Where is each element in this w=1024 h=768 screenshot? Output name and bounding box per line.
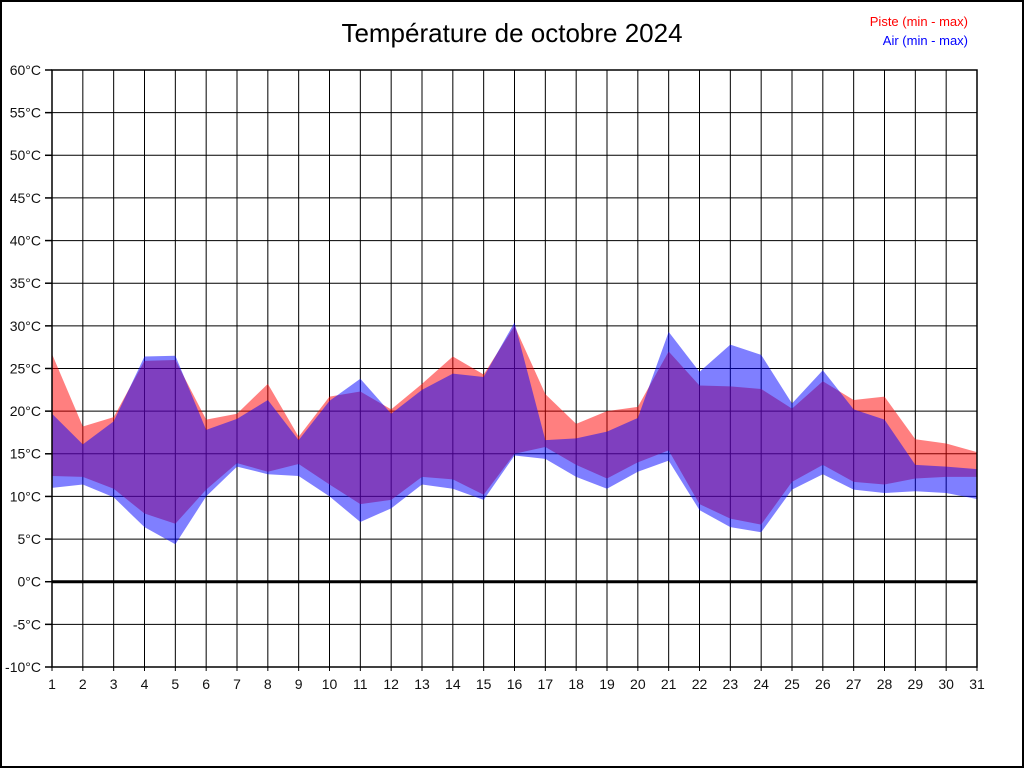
x-axis-label: 3 (110, 676, 118, 692)
y-axis-label: 0°C (18, 574, 42, 590)
y-axis-label: 50°C (10, 147, 41, 163)
legend-piste-label: Piste (min - max) (869, 14, 968, 29)
x-axis-label: 18 (568, 676, 584, 692)
legend: Piste (min - max) Air (min - max) (870, 12, 968, 50)
x-axis-label: 10 (322, 676, 338, 692)
x-axis-label: 6 (202, 676, 210, 692)
y-axis-label: 25°C (10, 360, 41, 376)
x-axis-label: 29 (908, 676, 924, 692)
y-axis-label: 10°C (10, 488, 41, 504)
air-minmax-band (52, 322, 977, 545)
x-axis-label: 2 (79, 676, 87, 692)
x-axis-label: 24 (753, 676, 769, 692)
x-axis-label: 15 (476, 676, 492, 692)
x-axis-label: 30 (938, 676, 954, 692)
x-axis-label: 25 (784, 676, 800, 692)
x-axis-label: 31 (969, 676, 985, 692)
x-axis-label: 13 (414, 676, 430, 692)
x-axis-label: 5 (171, 676, 179, 692)
y-axis-label: 55°C (10, 105, 41, 121)
y-axis-label: 20°C (10, 403, 41, 419)
x-axis-label: 26 (815, 676, 831, 692)
x-axis-label: 28 (877, 676, 893, 692)
y-axis-label: 15°C (10, 446, 41, 462)
y-axis-label: 5°C (18, 531, 42, 547)
y-axis-label: 60°C (10, 62, 41, 78)
x-axis-label: 7 (233, 676, 241, 692)
x-axis-label: 22 (692, 676, 708, 692)
x-axis-label: 12 (383, 676, 399, 692)
y-axis-label: 40°C (10, 232, 41, 248)
x-axis-label: 4 (141, 676, 149, 692)
y-axis-label: 35°C (10, 275, 41, 291)
x-axis-label: 1 (48, 676, 56, 692)
legend-air-label: Air (min - max) (882, 33, 968, 48)
x-axis-label: 16 (507, 676, 523, 692)
x-axis-label: 9 (295, 676, 303, 692)
x-axis-label: 14 (445, 676, 461, 692)
x-axis-label: 20 (630, 676, 646, 692)
x-axis-label: 27 (846, 676, 862, 692)
x-axis-label: 11 (353, 676, 368, 692)
y-axis-label: 45°C (10, 190, 41, 206)
y-axis-label: -5°C (13, 616, 41, 632)
x-axis-label: 23 (723, 676, 739, 692)
y-axis-label: 30°C (10, 318, 41, 334)
x-axis-label: 19 (599, 676, 615, 692)
x-axis-label: 21 (661, 676, 677, 692)
y-axis-label: -10°C (5, 659, 41, 675)
x-axis-label: 8 (264, 676, 272, 692)
page-title: Température de octobre 2024 (341, 18, 683, 48)
x-axis-label: 17 (538, 676, 554, 692)
